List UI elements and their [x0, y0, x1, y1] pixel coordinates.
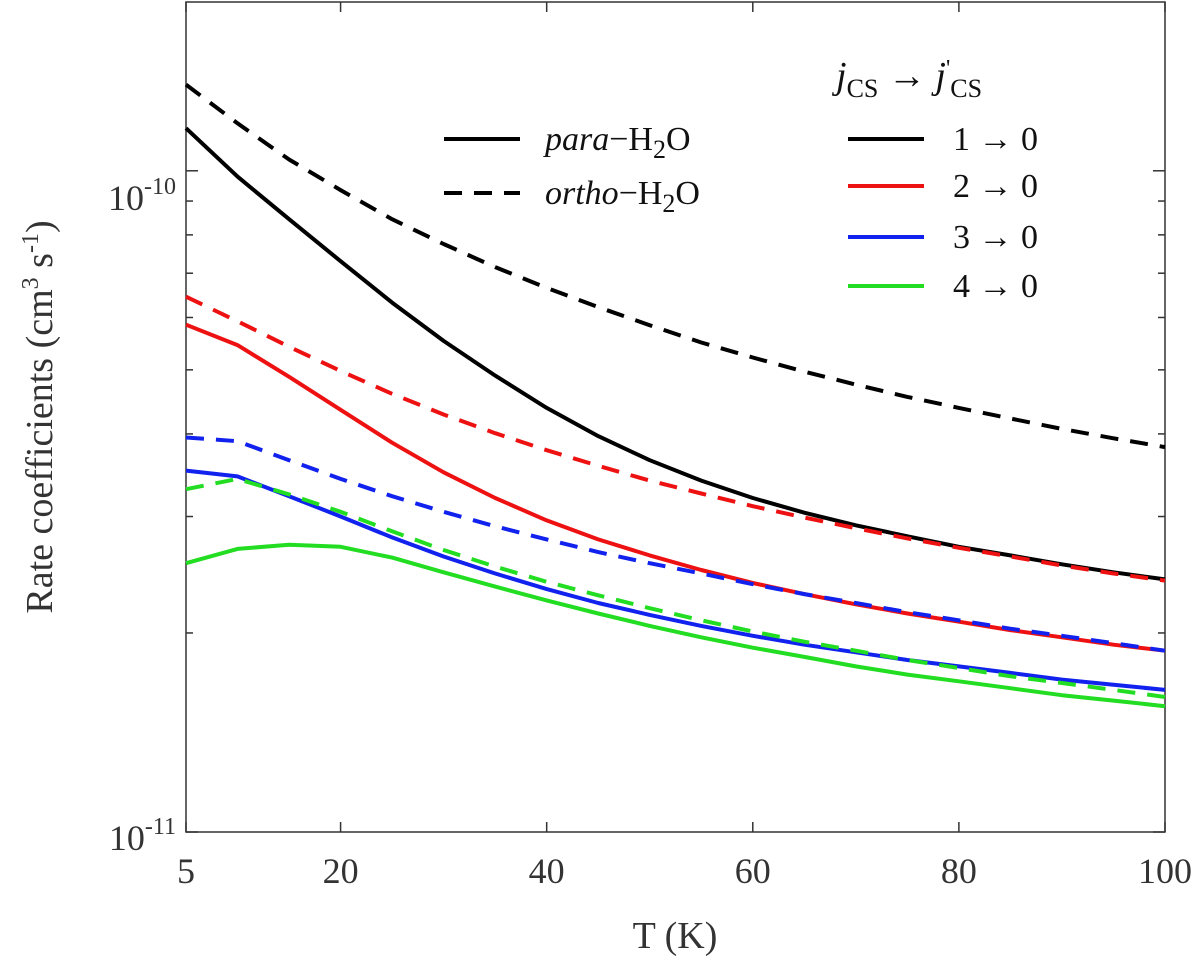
y-axis-title-mid: s: [19, 253, 61, 277]
legend-label-para-end: O: [666, 121, 691, 158]
y-axis-title-sup3: 3: [18, 277, 44, 289]
legend-transitions: jCS → j'CS 1 → 0 2 → 0 3 → 0 4 → 0: [831, 55, 1038, 305]
y-axis-title: Rate coefficients (cm3 s-1): [18, 220, 61, 613]
legend-title-sub: CS: [847, 74, 879, 103]
legend-label-1-0: 1 → 0: [953, 121, 1038, 158]
series-line-1: [184, 83, 1166, 450]
legend-title-arrow: →: [878, 55, 935, 97]
legend-transitions-title: jCS → j'CS: [831, 55, 982, 103]
x-axis-title: T (K): [633, 915, 718, 957]
legend-label-para-rest: −H: [609, 121, 653, 158]
y-tick-exponent: -11: [145, 814, 176, 840]
y-axis-title-main: Rate coefficients (cm: [19, 289, 61, 613]
x-tick-label: 5: [177, 851, 195, 891]
y-tick-label-1e-10: 10-10: [108, 174, 176, 218]
svg-text:10-11: 10-11: [109, 814, 176, 858]
y-axis-title-close: ): [19, 220, 61, 233]
y-tick-exponent: -10: [144, 174, 176, 200]
series-line-0: [184, 126, 1166, 582]
legend-label-para: para−H2O: [543, 121, 691, 164]
x-tick-label: 20: [323, 851, 359, 891]
legend-label-ortho-italic: ortho: [545, 175, 619, 212]
plot-area-frame: [185, 1, 1166, 833]
legend-label-2-0: 2 → 0: [953, 168, 1038, 205]
legend-label-4-0: 4 → 0: [953, 268, 1038, 305]
legend-label-para-sub: 2: [653, 135, 666, 164]
legend-title-sub2: CS: [950, 74, 982, 103]
series-line-4: [185, 468, 1166, 692]
y-axis-title-sup-1: -1: [18, 233, 44, 253]
series-line-3: [185, 294, 1166, 583]
legend-title-prime: ': [946, 56, 950, 82]
legend-label-ortho-end: O: [675, 175, 700, 212]
x-tick-label: 40: [529, 851, 565, 891]
series-line-6: [185, 542, 1166, 709]
x-tick-label: 80: [941, 851, 977, 891]
legend-label-para-italic: para: [543, 121, 609, 158]
x-tick-label: 60: [735, 851, 771, 891]
axis-ticks: [185, 2, 1166, 833]
series-line-7: [185, 476, 1166, 699]
legend-title-j: j: [831, 55, 847, 97]
legend-label-ortho-rest: −H: [619, 175, 663, 212]
legend-species: para−H2O ortho−H2O: [444, 121, 700, 218]
svg-text:10-10: 10-10: [108, 174, 176, 218]
y-tick-base: 10: [108, 178, 144, 218]
legend-label-ortho: ortho−H2O: [545, 175, 700, 218]
legend-label-3-0: 3 → 0: [953, 219, 1038, 256]
series-lines: [184, 83, 1166, 709]
y-tick-label-1e-11: 10-11: [109, 814, 176, 858]
x-tick-label: 100: [1138, 851, 1192, 891]
legend-label-ortho-sub: 2: [662, 189, 675, 218]
y-tick-base: 10: [109, 818, 145, 858]
